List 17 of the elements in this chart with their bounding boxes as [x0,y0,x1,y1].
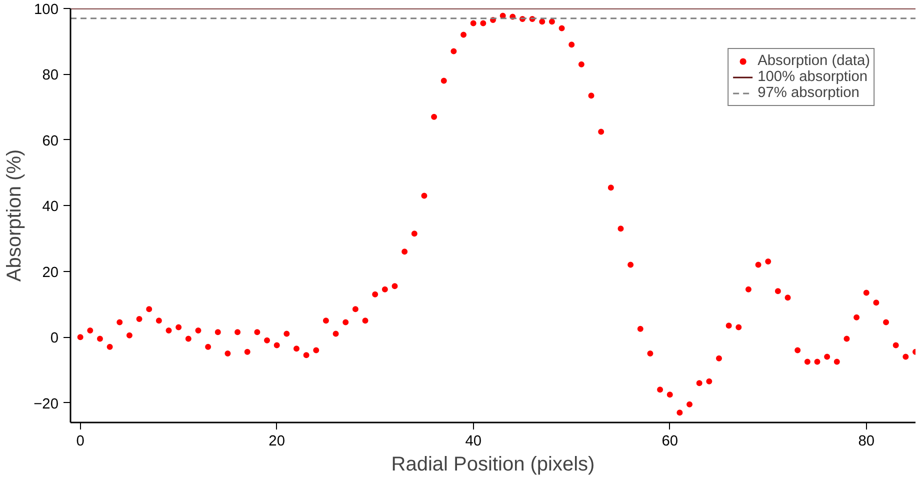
y-axis-title: Absorption (%) [4,149,26,282]
y-tick-label: −20 [34,396,59,412]
legend-label: 97% absorption [758,85,860,101]
x-tick-label: 40 [465,434,482,450]
legend-label: Absorption (data) [758,53,870,69]
x-axis-title: Radial Position (pixels) [391,454,595,476]
x-tick-label: 60 [662,434,678,450]
y-tick-label: 60 [42,133,59,150]
y-tick-label: 100 [34,2,59,18]
y-tick-label: 80 [42,68,59,84]
x-tick-label: 20 [268,434,285,450]
y-tick-label: 20 [42,264,59,281]
x-tick-label: 0 [76,434,84,450]
y-tick-label: 40 [42,199,59,216]
y-tick-label: 0 [50,330,59,347]
legend-label: 100% absorption [758,69,868,85]
x-tick-label: 80 [858,434,875,450]
